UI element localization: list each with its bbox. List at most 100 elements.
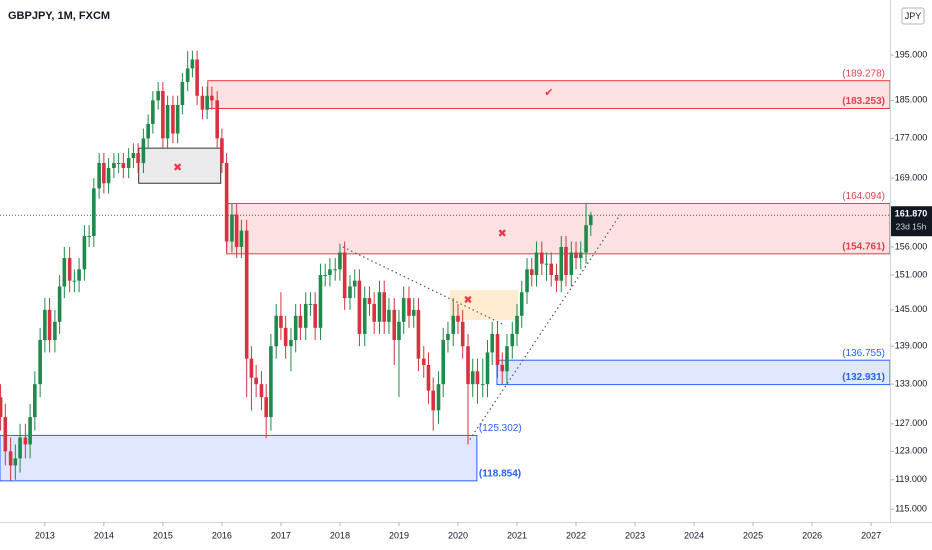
candle-body: [387, 309, 391, 322]
plot-area: (189.278) (183.253) (164.094) (154.761) (136…: [0, 50, 891, 482]
last-price-badge: [891, 206, 932, 237]
y-tick-label: 127.000: [895, 418, 928, 428]
candle-body: [441, 340, 446, 385]
x-tick-label: 2026: [802, 530, 822, 540]
candle-body: [82, 236, 87, 270]
candle-body: [382, 292, 387, 322]
candle-body: [421, 358, 426, 365]
countdown-label: 23d 15h: [896, 221, 927, 231]
candle-body: [318, 274, 323, 328]
candle-body: [254, 377, 258, 385]
zone-bottom-label: (118.854): [479, 468, 521, 479]
x-tick-label: 2027: [861, 530, 881, 540]
candle-body: [72, 280, 77, 282]
y-tick-label: 145.000: [895, 304, 928, 314]
candle-body: [564, 246, 568, 275]
candle-body: [397, 321, 401, 341]
candle-body: [308, 303, 313, 305]
candle-body: [480, 384, 485, 386]
zone: [0, 434, 478, 482]
candle-body: [249, 358, 254, 378]
candle-body: [224, 163, 229, 242]
candle-body: [264, 397, 268, 418]
candle-body: [97, 163, 101, 189]
zone: [207, 80, 891, 110]
y-tick-label: 139.000: [895, 341, 928, 351]
candle-body: [485, 352, 490, 385]
candle-body: [165, 105, 170, 139]
candle-body: [210, 95, 214, 101]
candle-body: [53, 321, 57, 341]
candle-body: [539, 252, 544, 264]
candle-body: [529, 269, 534, 275]
candle-body: [289, 340, 293, 347]
x-tick-label: 2014: [94, 530, 114, 540]
y-tick-label: 119.000: [895, 474, 927, 484]
candle-body: [215, 100, 219, 139]
candle-body: [578, 252, 583, 259]
candle-body: [185, 68, 190, 82]
candle-body: [401, 298, 406, 322]
candle-body: [0, 397, 3, 418]
candle-body: [171, 105, 175, 134]
candle-body: [554, 274, 559, 281]
candle-body: [559, 246, 564, 281]
candle-body: [131, 153, 136, 159]
candle-body: [57, 286, 62, 322]
candle-body: [313, 303, 317, 328]
candle-body: [77, 269, 81, 281]
candle-body: [195, 59, 199, 96]
candle-body: [244, 230, 249, 359]
candle-body: [416, 309, 421, 359]
zone-top-label: (125.302): [479, 423, 522, 434]
candle-body: [574, 252, 578, 259]
candle-body: [112, 163, 116, 169]
candle-body: [116, 163, 121, 165]
candle-body: [146, 123, 150, 139]
candle-body: [126, 158, 131, 169]
candle-body: [47, 309, 52, 341]
candle-body: [200, 95, 205, 110]
candle-body: [180, 81, 185, 106]
candle-body: [519, 292, 524, 316]
candle-body: [534, 252, 539, 275]
candle-body: [505, 346, 509, 372]
candle-body: [67, 258, 72, 281]
zone-top-label: (164.094): [842, 191, 885, 202]
candle-body: [190, 59, 195, 69]
candle-body: [460, 321, 465, 347]
y-tick-label: 123.000: [895, 446, 928, 456]
candle-body: [259, 384, 264, 398]
candle-body: [121, 163, 126, 169]
candle-body: [475, 371, 480, 385]
candle-body: [38, 340, 42, 385]
candle-body: [283, 327, 288, 347]
y-tick-label: 177.000: [895, 133, 928, 143]
candle-body: [342, 252, 347, 299]
chart-title: GBPJPY, 1M, FXCM: [8, 10, 110, 22]
candle-body: [102, 163, 106, 184]
candle-body: [451, 315, 456, 334]
zone-top-label: (189.278): [842, 68, 885, 79]
candle-body: [431, 390, 435, 411]
candle-body: [446, 333, 450, 341]
candle-body: [510, 333, 515, 347]
candle-body: [588, 215, 593, 226]
candle-body: [92, 188, 96, 237]
zone: [496, 359, 891, 386]
candle-body: [220, 138, 224, 164]
candle-body: [426, 364, 431, 391]
candle-body: [298, 315, 303, 328]
candle-body: [274, 315, 279, 347]
x-tick-label: 2016: [212, 530, 232, 540]
candle-body: [466, 346, 470, 385]
candle-body: [269, 346, 273, 418]
zone-bottom-label: (154.761): [842, 241, 885, 252]
candle-body: [584, 225, 588, 253]
x-tick-label: 2021: [507, 530, 527, 540]
candle-body: [544, 263, 549, 265]
y-tick-label: 156.000: [895, 241, 928, 251]
candle-body: [279, 315, 283, 328]
candle-body: [348, 286, 352, 299]
